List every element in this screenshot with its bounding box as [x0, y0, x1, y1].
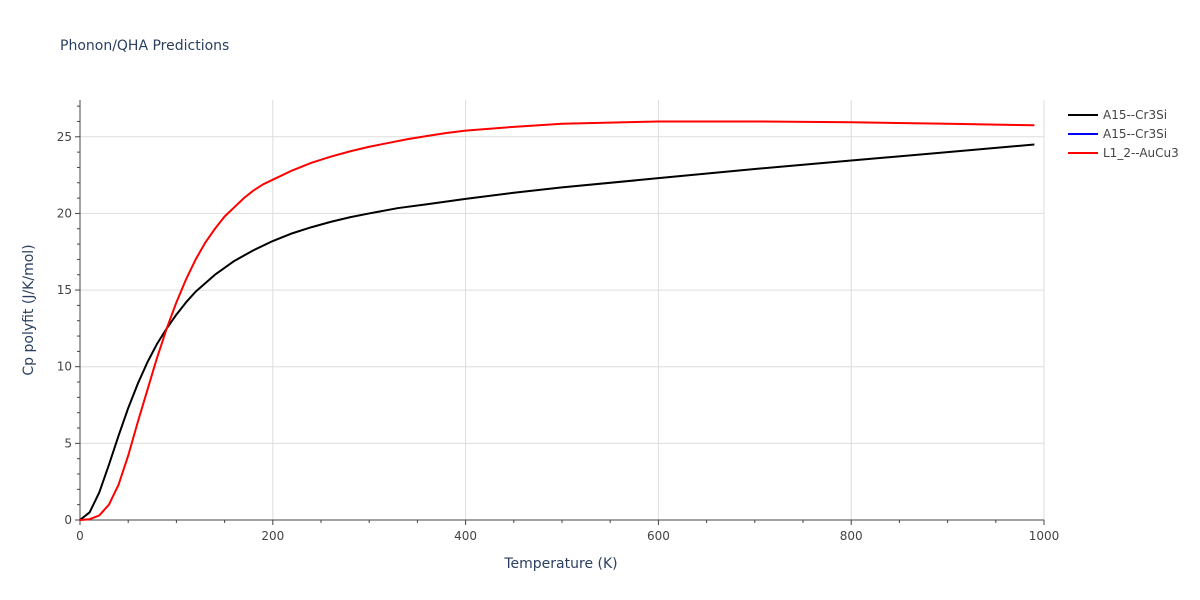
axes: 0 200 400 600 800 1000 0 5 10 15 20 25	[57, 100, 1060, 543]
legend-label[interactable]: L1_2--AuCu3	[1103, 146, 1179, 160]
y-tick-label: 5	[64, 436, 72, 450]
series-line[interactable]	[79, 120, 1035, 521]
series-lines	[79, 120, 1035, 521]
x-tick-label: 800	[840, 529, 863, 543]
y-tick-label: 15	[57, 283, 72, 297]
y-tick-label: 10	[57, 360, 72, 374]
x-tick-label: 1000	[1029, 529, 1060, 543]
y-tick-label: 25	[57, 130, 72, 144]
y-axis-title: Cp polyfit (J/K/mol)	[21, 244, 37, 375]
series-line[interactable]	[79, 143, 1035, 521]
x-tick-label: 600	[647, 529, 670, 543]
legend-label[interactable]: A15--Cr3Si	[1103, 127, 1167, 141]
legend[interactable]: A15--Cr3Si A15--Cr3Si L1_2--AuCu3	[1068, 108, 1179, 160]
y-tick-label: 20	[57, 206, 72, 220]
x-tick-label: 0	[76, 529, 84, 543]
x-axis-title: Temperature (K)	[503, 556, 617, 572]
grid	[80, 100, 1045, 520]
y-tick-label: 0	[64, 513, 72, 527]
x-tick-label: 200	[261, 529, 284, 543]
x-tick-label: 400	[454, 529, 477, 543]
chart-title: Phonon/QHA Predictions	[60, 38, 229, 54]
legend-label[interactable]: A15--Cr3Si	[1103, 108, 1167, 122]
